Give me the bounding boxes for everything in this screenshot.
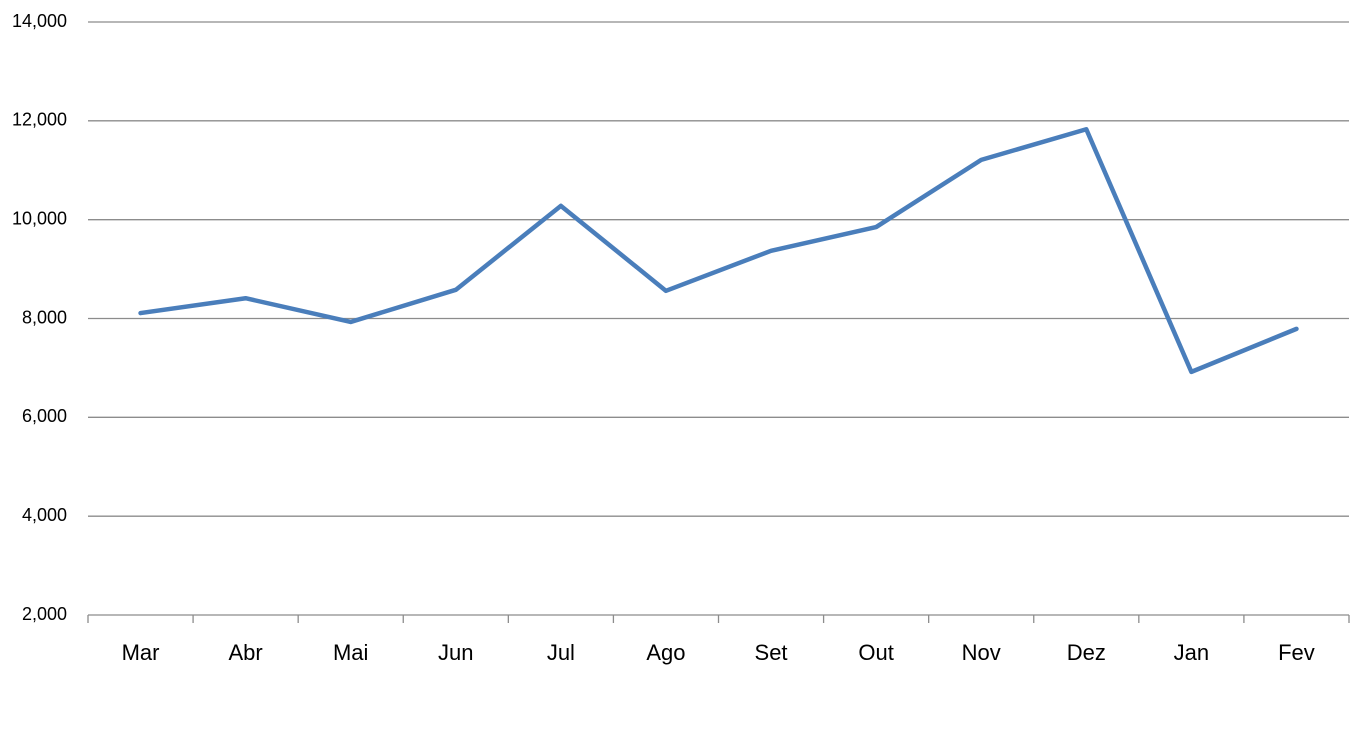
x-tick-label: Ago [646,640,685,665]
x-tick-label: Dez [1067,640,1106,665]
line-series [138,126,1299,375]
x-tick-label: Jan [1174,640,1209,665]
y-tick-label: 12,000 [12,110,67,130]
y-tick-label: 6,000 [22,406,67,426]
x-tick-label: Jul [547,640,575,665]
x-tick-label: Mai [333,640,368,665]
x-tick-label: Mar [122,640,160,665]
x-tick-label: Set [755,640,788,665]
x-tick-label: Abr [229,640,263,665]
x-tick-label: Jun [438,640,473,665]
y-tick-label: 14,000 [12,11,67,31]
x-tick-label: Out [858,640,893,665]
y-tick-label: 10,000 [12,208,67,228]
x-tick-label: Fev [1278,640,1315,665]
y-tick-label: 4,000 [22,505,67,525]
x-tick-label: Nov [962,640,1001,665]
y-tick-label: 2,000 [22,604,67,624]
y-tick-label: 8,000 [22,307,67,327]
